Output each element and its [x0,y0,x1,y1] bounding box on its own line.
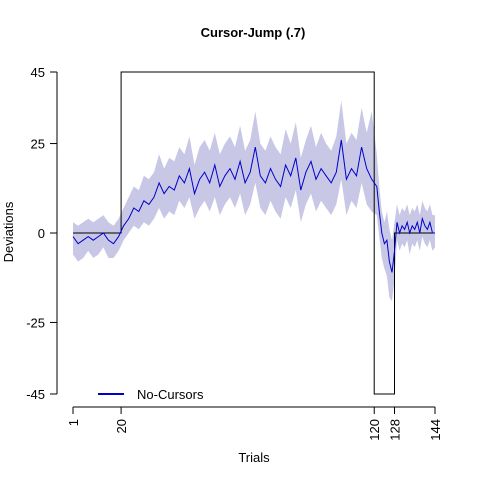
schedule-line [73,71,435,395]
y-tick-label: 0 [38,226,45,241]
y-ticks: 45 25 0 -25 -45 [26,65,57,402]
legend-label-no-cursors: No-Cursors [137,387,204,402]
series-lines [72,139,435,273]
y-tick-label: -25 [26,315,45,330]
perturbation-schedule [73,71,435,395]
x-tick-label: 20 [114,419,129,433]
y-axis-label: Deviations [1,201,16,262]
x-ticks: 1 20 120 128 144 [66,407,443,441]
band-no-cursors [73,100,435,301]
x-axis-label: Trials [238,450,270,465]
x-tick-label: 128 [388,419,403,441]
y-tick-label: 25 [31,137,45,152]
y-tick-label: -45 [26,387,45,402]
series-line-no-cursors [72,139,435,273]
y-tick-label: 45 [31,65,45,80]
confidence-band [73,100,435,301]
x-tick-label: 144 [428,419,443,441]
chart-title: Cursor-Jump (.7) [201,25,306,40]
legend: No-Cursors [98,387,204,402]
x-tick-label: 1 [66,419,81,426]
x-tick-label: 120 [367,419,382,441]
